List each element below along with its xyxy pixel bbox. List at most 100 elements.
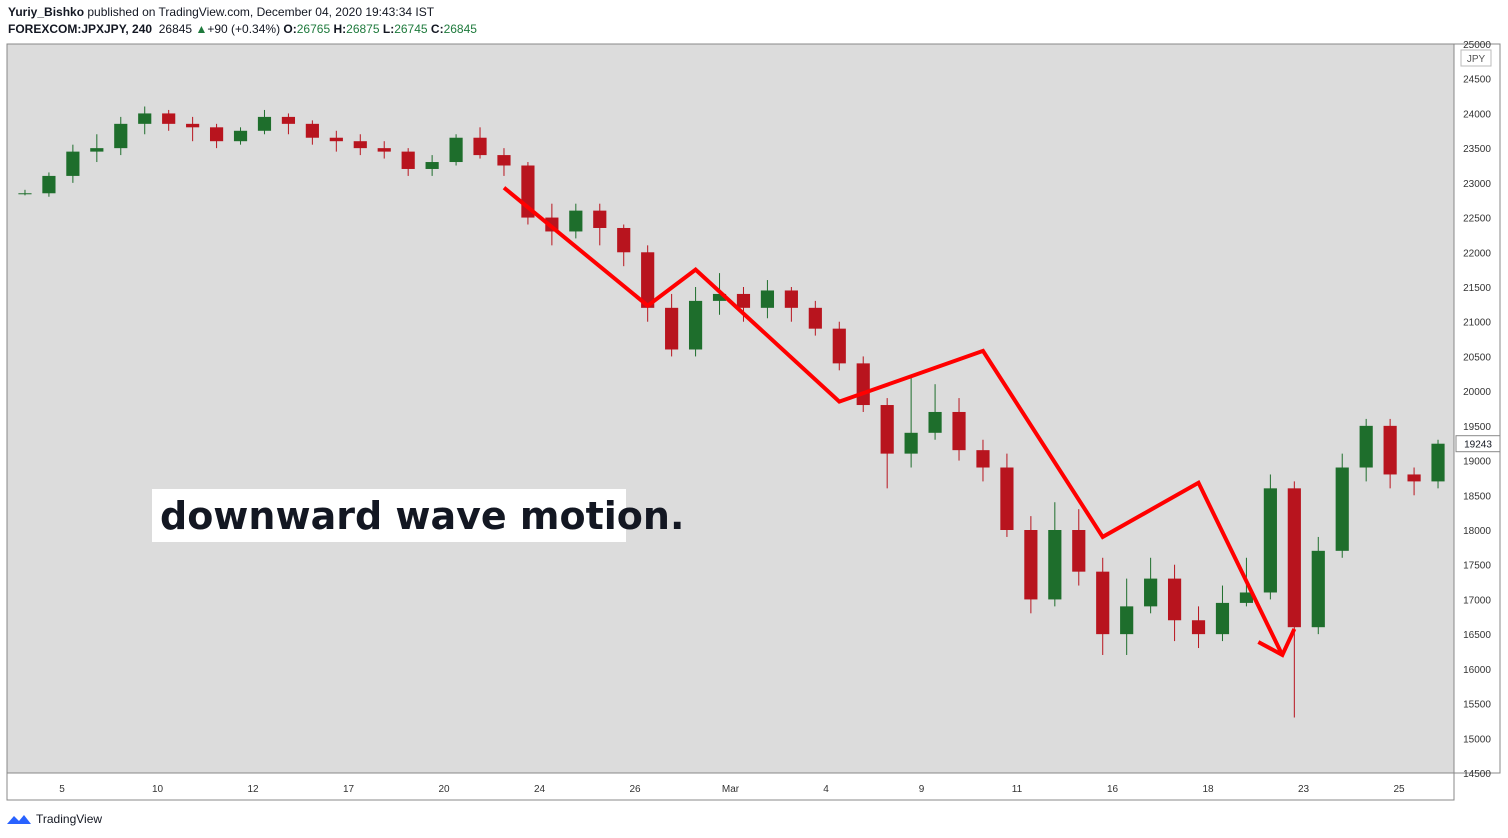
candlestick-series [18,106,1445,718]
x-tick-label: 10 [152,784,164,795]
last-price-tag-label: 19243 [1464,440,1492,451]
candle-up [1263,488,1277,593]
wave-annotation-line [502,186,1285,656]
y-tick-label: 15000 [1463,734,1491,745]
currency-badge [1460,49,1492,67]
candle-up [1144,578,1158,607]
change-value: +90 (+0.34%) [207,22,281,36]
y-tick-label: 19000 [1463,457,1491,468]
candle-down [1383,425,1397,475]
candle-down [856,363,870,406]
x-tick-label: 9 [919,784,925,795]
x-tick-label: 12 [247,784,259,795]
time-axis[interactable] [6,772,1455,801]
plot-area[interactable] [6,43,1455,774]
wave-arrow-head [1257,628,1297,658]
x-tick-label: 16 [1107,784,1119,795]
candle-up [425,162,439,169]
x-tick-label: 11 [1012,784,1023,795]
candle-down [353,141,367,149]
candle-up [42,175,56,194]
candle-up [904,432,918,454]
x-tick-label: 17 [343,784,355,795]
candle-down [1287,488,1301,628]
x-tick-label: Mar [722,784,740,795]
candle-up [760,290,775,308]
symbol-label[interactable]: FOREXCOM:JPXJPY, 240 [8,22,153,36]
candle-down [617,227,631,253]
published-text: published on TradingView.com, December 0… [87,5,435,19]
candle-down [162,113,176,124]
y-tick-label: 25000 [1463,40,1491,51]
y-tick-label: 16500 [1463,630,1491,641]
low-label: L: [382,22,395,36]
candle-up [1311,550,1325,628]
candle-down [808,307,822,329]
x-tick-label: 23 [1298,784,1310,795]
y-tick-label: 18500 [1463,491,1491,502]
candle-down [832,328,846,364]
low-value: 26745 [394,22,428,36]
annotation-text: downward wave motion. [160,494,684,538]
candle-up [449,137,463,163]
candle-down [1096,571,1110,635]
candle-up [1239,592,1254,603]
candle-up [90,148,104,152]
y-tick-label: 22500 [1463,214,1491,225]
candle-down [401,151,415,169]
y-tick-label: 20500 [1463,352,1491,363]
candle-up [712,293,727,301]
tradingview-brand[interactable]: TradingView [6,812,102,826]
candle-down [952,411,966,451]
close-value: 26845 [443,22,477,36]
close-label: C: [430,22,444,36]
open-value: 26765 [296,22,331,36]
chart-header: Yuriy_Bishko published on TradingView.co… [8,4,477,38]
y-tick-label: 17000 [1463,595,1491,606]
candle-up [928,411,942,433]
y-tick-label: 17500 [1463,561,1491,572]
y-tick-label: 16000 [1463,665,1491,676]
y-tick-label: 24000 [1463,109,1491,120]
candle-up [1359,425,1373,468]
y-tick-label: 23500 [1463,144,1491,155]
candle-down [665,307,679,350]
y-tick-label: 19500 [1463,422,1491,433]
x-tick-label: 26 [629,784,641,795]
last-price: 26845 [158,22,193,36]
publisher-name[interactable]: Yuriy_Bishko [8,5,85,19]
annotation-box [152,489,626,542]
x-tick-label: 25 [1393,784,1405,795]
candle-up [114,123,128,149]
high-value: 26875 [346,22,380,36]
last-price-tag [1455,435,1501,453]
brand-name: TradingView [36,812,103,826]
y-tick-label: 24500 [1463,75,1491,86]
candle-up [1335,467,1349,551]
price-axis[interactable] [1453,43,1501,774]
candle-down [1000,467,1014,530]
candle-down [305,123,319,138]
candle-up [1215,602,1230,635]
candle-down [784,290,798,308]
x-tick-label: 4 [823,784,829,795]
candle-up [1431,443,1445,482]
candle-down [377,148,391,152]
candle-up [257,116,272,131]
candle-down [1072,530,1086,572]
candle-up [138,113,152,124]
candle-down [1024,530,1038,600]
candle-up [688,300,703,350]
candle-down [880,405,894,454]
high-label: H: [333,22,347,36]
x-tick-label: 20 [438,784,450,795]
y-tick-labels: 25000 24500 24000 23500 23000 22500 22000 21500… [1463,40,1491,780]
candle-up [66,151,80,176]
candle-up [569,210,583,232]
x-tick-labels: 5 10 12 17 20 24 26 Mar 4 9 11 16 18 23 25 [59,784,1405,795]
candle-down [281,116,296,124]
candle-down [209,127,224,142]
y-tick-label: 23000 [1463,179,1491,190]
candle-up [1048,530,1062,600]
